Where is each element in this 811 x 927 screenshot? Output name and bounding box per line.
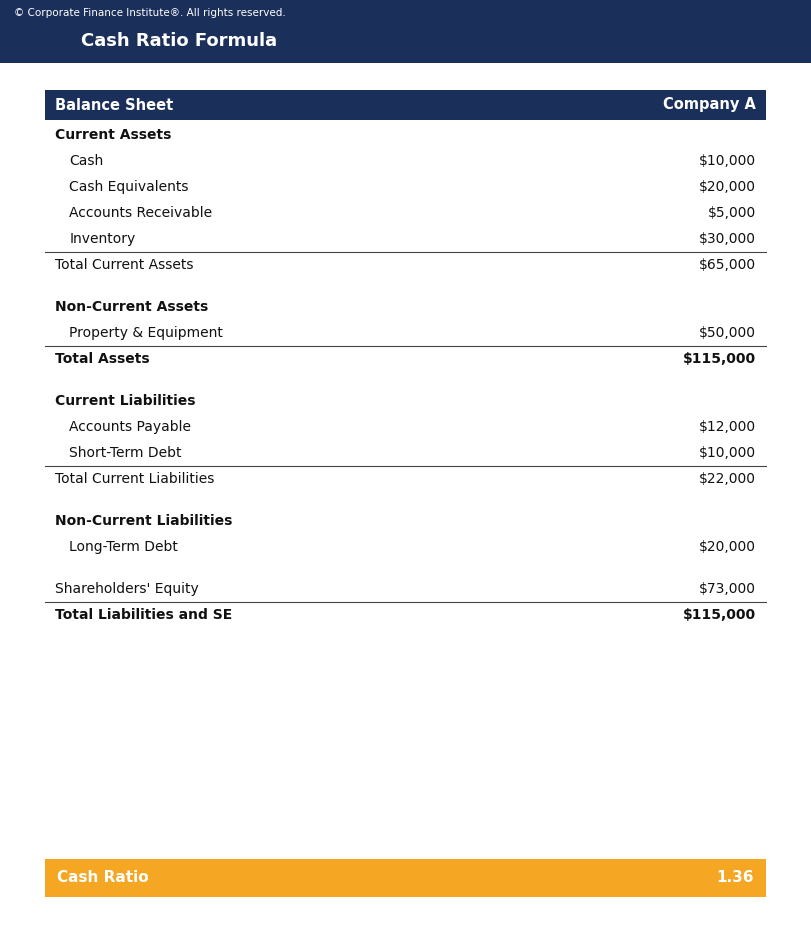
Text: Non-Current Liabilities: Non-Current Liabilities — [54, 514, 232, 528]
Text: Non-Current Assets: Non-Current Assets — [54, 300, 208, 314]
Text: Accounts Receivable: Accounts Receivable — [69, 206, 212, 220]
Text: Total Current Liabilities: Total Current Liabilities — [54, 472, 214, 486]
Text: Short-Term Debt: Short-Term Debt — [69, 446, 182, 460]
Text: $5,000: $5,000 — [708, 206, 757, 220]
Text: © Corporate Finance Institute®. All rights reserved.: © Corporate Finance Institute®. All righ… — [14, 8, 285, 18]
Text: Cash Ratio Formula: Cash Ratio Formula — [81, 32, 277, 50]
Text: 1.36: 1.36 — [716, 870, 754, 885]
Text: $73,000: $73,000 — [699, 582, 757, 596]
FancyBboxPatch shape — [45, 859, 766, 897]
Text: Accounts Payable: Accounts Payable — [69, 420, 191, 434]
Text: Inventory: Inventory — [69, 232, 135, 246]
FancyBboxPatch shape — [0, 0, 811, 63]
Text: $30,000: $30,000 — [699, 232, 757, 246]
Text: Cash Equivalents: Cash Equivalents — [69, 180, 189, 194]
Text: Cash: Cash — [69, 154, 104, 168]
Text: Current Assets: Current Assets — [54, 128, 171, 142]
Text: $115,000: $115,000 — [683, 352, 757, 366]
Text: Property & Equipment: Property & Equipment — [69, 326, 223, 340]
Text: $10,000: $10,000 — [699, 446, 757, 460]
Text: Cash Ratio: Cash Ratio — [57, 870, 148, 885]
Text: $50,000: $50,000 — [699, 326, 757, 340]
Text: Balance Sheet: Balance Sheet — [54, 97, 173, 112]
Text: $12,000: $12,000 — [699, 420, 757, 434]
Text: Total Current Assets: Total Current Assets — [54, 258, 193, 272]
Text: $20,000: $20,000 — [699, 540, 757, 554]
Text: $65,000: $65,000 — [699, 258, 757, 272]
Text: Total Liabilities and SE: Total Liabilities and SE — [54, 608, 232, 622]
Text: $20,000: $20,000 — [699, 180, 757, 194]
Text: $115,000: $115,000 — [683, 608, 757, 622]
Text: Shareholders' Equity: Shareholders' Equity — [54, 582, 199, 596]
Text: Current Liabilities: Current Liabilities — [54, 394, 195, 408]
Text: $22,000: $22,000 — [699, 472, 757, 486]
FancyBboxPatch shape — [45, 90, 766, 120]
Text: Long-Term Debt: Long-Term Debt — [69, 540, 178, 554]
Text: Total Assets: Total Assets — [54, 352, 149, 366]
Text: Company A: Company A — [663, 97, 757, 112]
Text: $10,000: $10,000 — [699, 154, 757, 168]
